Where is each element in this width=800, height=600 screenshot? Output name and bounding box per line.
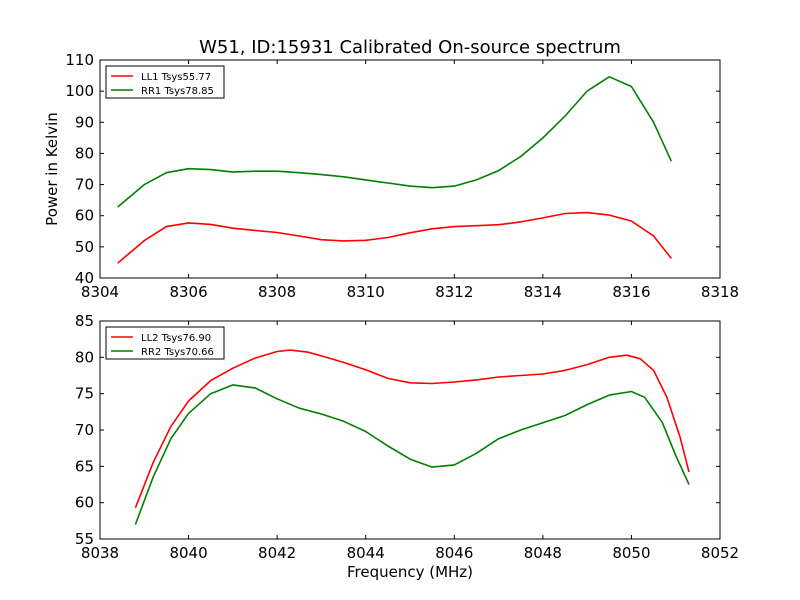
y-tick-label: 80 (75, 144, 94, 162)
x-tick-label: 8048 (524, 544, 562, 562)
y-tick-label: 75 (75, 385, 94, 403)
legend-label: RR1 Tsys78.85 (141, 86, 214, 97)
y-tick-label: 90 (75, 113, 94, 131)
y-tick-label: 100 (65, 82, 94, 100)
plot-frame (99, 59, 721, 279)
legend-label: LL2 Tsys76.90 (141, 333, 211, 344)
legend-label: LL1 Tsys55.77 (141, 72, 211, 83)
x-tick-label: 8050 (612, 544, 650, 562)
y-tick-label: 40 (75, 269, 94, 287)
legend-box (105, 65, 225, 99)
x-axis-label: Frequency (MHz) (347, 563, 473, 581)
figure-title: W51, ID:15931 Calibrated On-source spect… (199, 37, 621, 58)
series-line-1 (117, 211, 672, 264)
x-tick-label: 8308 (258, 283, 296, 301)
y-axis-label: Power in Kelvin (43, 112, 61, 226)
x-tick-label: 8316 (612, 283, 650, 301)
x-tick-label: 8310 (347, 283, 385, 301)
series-line-2 (134, 384, 690, 525)
legend-label: RR2 Tsys70.66 (141, 347, 214, 358)
x-tick-label: 8304 (81, 283, 119, 301)
x-tick-label: 8046 (435, 544, 473, 562)
x-tick-label: 8038 (81, 544, 119, 562)
x-tick-label: 8044 (347, 544, 385, 562)
subplot-1: 8304 8306 8308 8310 8312 8314 8316 8318 40 50 60 70… (65, 51, 739, 301)
legend: LL1 Tsys55.77 RR1 Tsys78.85 (105, 65, 225, 99)
x-tick-label: 8312 (435, 283, 473, 301)
series-line-2 (117, 76, 673, 208)
y-tick-label: 70 (75, 176, 94, 194)
y-tick-label: 70 (75, 421, 94, 439)
y-tick-label: 50 (75, 238, 94, 256)
legend: LL2 Tsys76.90 RR2 Tsys70.66 (105, 326, 225, 360)
x-tick-label: 8052 (701, 544, 739, 562)
x-tick-label: 8318 (701, 283, 739, 301)
x-tick-label: 8042 (258, 544, 296, 562)
series-line-1 (134, 349, 690, 509)
y-tick-label: 65 (75, 457, 94, 475)
y-tick-label: 60 (75, 207, 94, 225)
x-tick-label: 8306 (169, 283, 207, 301)
y-tick-label: 85 (75, 312, 94, 330)
x-tick-label: 8314 (524, 283, 562, 301)
subplot-2: 8038 8040 8042 8044 8046 8048 8050 8052 55 60 65 70… (75, 312, 739, 562)
y-tick-label: 55 (75, 530, 94, 548)
y-tick-label: 110 (65, 51, 94, 69)
y-tick-label: 80 (75, 348, 94, 366)
y-tick-label: 60 (75, 494, 94, 512)
plots-group: 8304 8306 8308 8310 8312 8314 8316 8318 40 50 60 70… (65, 51, 739, 562)
x-tick-label: 8040 (169, 544, 207, 562)
legend-box (105, 326, 225, 360)
